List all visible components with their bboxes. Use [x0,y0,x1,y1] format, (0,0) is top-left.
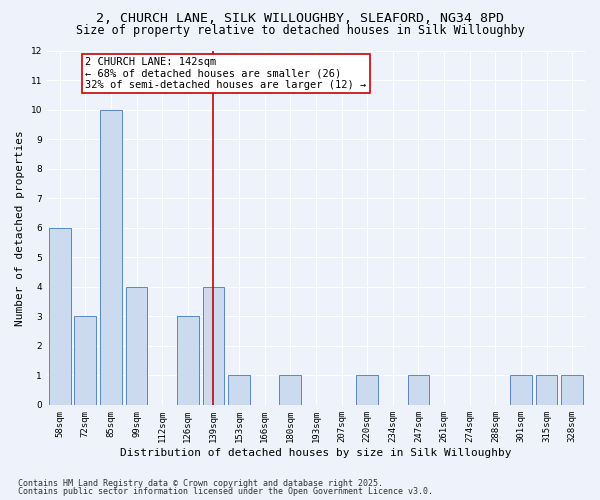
Bar [203,287,224,405]
Text: Size of property relative to detached houses in Silk Willoughby: Size of property relative to detached ho… [76,24,524,37]
Y-axis label: Number of detached properties: Number of detached properties [15,130,25,326]
Bar [100,110,122,405]
Text: 2, CHURCH LANE, SILK WILLOUGHBY, SLEAFORD, NG34 8PD: 2, CHURCH LANE, SILK WILLOUGHBY, SLEAFOR… [96,12,504,24]
Bar [177,316,199,405]
Text: Contains public sector information licensed under the Open Government Licence v3: Contains public sector information licen… [18,487,433,496]
Bar [228,376,250,405]
Bar [561,376,583,405]
Bar [407,376,430,405]
Bar [74,316,96,405]
Bar [356,376,378,405]
Bar [49,228,71,405]
Bar [280,376,301,405]
Bar [536,376,557,405]
X-axis label: Distribution of detached houses by size in Silk Willoughby: Distribution of detached houses by size … [120,448,512,458]
Bar [510,376,532,405]
Text: Contains HM Land Registry data © Crown copyright and database right 2025.: Contains HM Land Registry data © Crown c… [18,478,383,488]
Bar [126,287,148,405]
Text: 2 CHURCH LANE: 142sqm
← 68% of detached houses are smaller (26)
32% of semi-deta: 2 CHURCH LANE: 142sqm ← 68% of detached … [85,57,367,90]
